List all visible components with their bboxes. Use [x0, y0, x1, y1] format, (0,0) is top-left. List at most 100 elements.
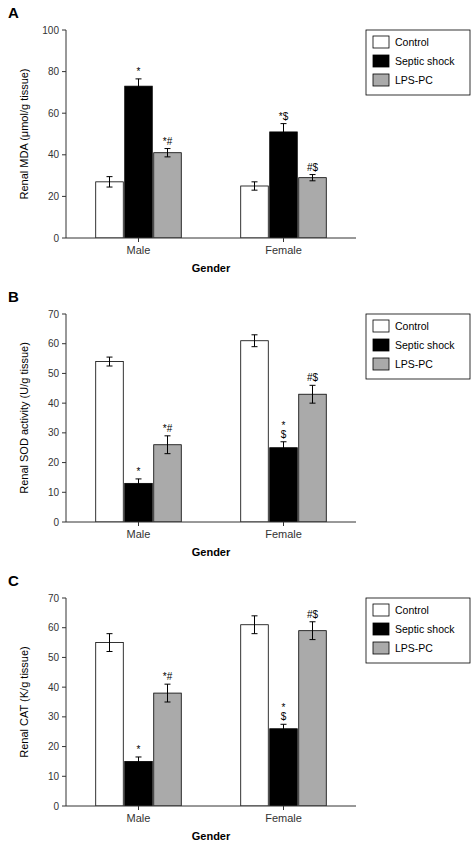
error-cap	[252, 334, 258, 335]
panel-title: C	[8, 572, 19, 589]
error-cap	[281, 123, 287, 124]
bar	[241, 186, 269, 238]
error-cap	[310, 621, 316, 622]
error-stem	[109, 634, 110, 652]
error-cap	[136, 93, 142, 94]
error-cap	[281, 441, 287, 442]
y-tick	[62, 657, 66, 658]
error-cap	[107, 176, 113, 177]
error-bar	[310, 175, 316, 181]
y-tick-label: 50	[48, 652, 60, 663]
y-axis-label: Renal CAT (K/g tissue)	[18, 646, 30, 757]
x-tick-label: Female	[265, 528, 302, 540]
error-cap	[107, 651, 113, 652]
legend-swatch	[373, 358, 389, 370]
bar	[96, 182, 124, 238]
legend-swatch	[373, 339, 389, 351]
y-axis-label: Renal SOD activity (U/g tissue)	[18, 342, 30, 494]
error-cap	[107, 187, 113, 188]
y-tick	[62, 598, 66, 599]
error-cap	[165, 453, 171, 454]
legend-label: LPS-PC	[395, 642, 433, 654]
annotation: *	[137, 466, 141, 477]
legend-swatch	[373, 604, 389, 616]
annotation-line: *$	[279, 111, 289, 122]
y-tick-label: 20	[48, 457, 60, 468]
annotation: *$	[281, 702, 287, 722]
error-bar	[281, 442, 287, 454]
error-stem	[138, 79, 139, 94]
panel: **$*##$010203040506070MaleFemaleGenderRe…	[8, 572, 470, 842]
error-cap	[165, 156, 171, 157]
annotation-line: $	[281, 711, 287, 722]
bar	[241, 625, 269, 806]
y-tick-label: 40	[48, 398, 60, 409]
annotation-line: *	[137, 66, 141, 77]
annotation: *$	[279, 111, 289, 122]
marks	[96, 335, 327, 522]
error-stem	[254, 182, 255, 190]
legend: ControlSeptic shockLPS-PC	[366, 314, 470, 379]
error-cap	[281, 453, 287, 454]
y-tick-label: 30	[48, 711, 60, 722]
x-tick	[138, 522, 139, 526]
error-cap	[252, 346, 258, 347]
y-tick	[62, 314, 66, 315]
error-cap	[310, 174, 316, 175]
legend-frame	[366, 30, 470, 95]
legend: ControlSeptic shockLPS-PC	[366, 598, 470, 663]
bar	[125, 761, 153, 806]
legend: ControlSeptic shockLPS-PC	[366, 30, 470, 95]
y-tick	[62, 373, 66, 374]
annotation: #$	[307, 162, 319, 173]
error-cap	[310, 385, 316, 386]
x-axis-label: Gender	[192, 546, 231, 558]
error-cap	[136, 78, 142, 79]
error-cap	[165, 435, 171, 436]
error-cap	[281, 733, 287, 734]
panel-title: A	[8, 4, 19, 21]
legend-swatch	[373, 642, 389, 654]
error-cap	[107, 633, 113, 634]
bar	[125, 86, 153, 238]
annotation: *#	[163, 136, 173, 147]
annotation-line: *#	[163, 671, 173, 682]
y-tick	[62, 154, 66, 155]
error-cap	[165, 148, 171, 149]
error-bar	[310, 385, 316, 403]
y-tick-label: 20	[48, 741, 60, 752]
error-stem	[254, 335, 255, 347]
y-tick	[62, 196, 66, 197]
x-tick	[283, 522, 284, 526]
error-bar	[136, 79, 142, 94]
bar	[241, 341, 269, 522]
error-cap	[310, 639, 316, 640]
error-cap	[107, 357, 113, 358]
y-tick	[62, 746, 66, 747]
legend-label: Septic shock	[395, 623, 455, 635]
x-tick-label: Female	[265, 812, 302, 824]
y-tick	[62, 113, 66, 114]
y-tick	[62, 687, 66, 688]
error-stem	[109, 357, 110, 366]
error-cap	[136, 487, 142, 488]
legend-label: Septic shock	[395, 55, 455, 67]
error-cap	[165, 702, 171, 703]
error-bar	[107, 357, 113, 366]
legend-label: Control	[395, 320, 429, 332]
chart-root: **$*##$020406080100MaleFemaleGenderRenal…	[0, 0, 474, 852]
error-bar	[107, 634, 113, 652]
panel: **$*##$010203040506070MaleFemaleGenderRe…	[8, 288, 470, 558]
y-tick-label: 0	[53, 233, 59, 244]
error-stem	[283, 442, 284, 454]
error-stem	[138, 757, 139, 766]
annotation: *$	[281, 420, 287, 440]
y-axis-line	[66, 598, 67, 806]
y-tick-label: 20	[48, 191, 60, 202]
bar	[270, 132, 298, 238]
legend-label: LPS-PC	[395, 74, 433, 86]
annotation-line: $	[281, 429, 287, 440]
x-axis-label: Gender	[192, 262, 231, 274]
error-stem	[167, 684, 168, 702]
error-cap	[252, 633, 258, 634]
